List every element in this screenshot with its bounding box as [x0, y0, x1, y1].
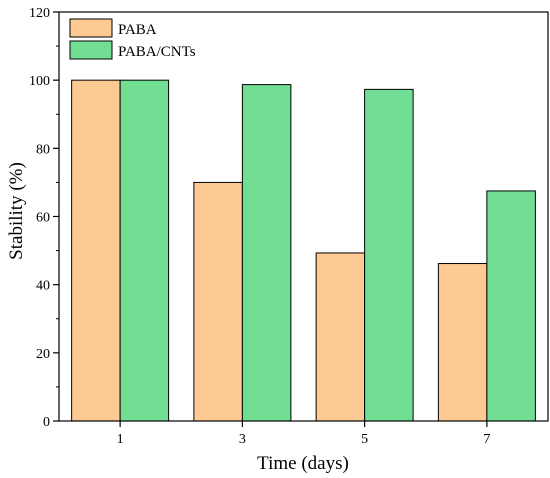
legend-label-0: PABA — [118, 22, 157, 38]
bar-paba-cnts-7 — [486, 190, 536, 422]
bar-paba-3 — [193, 181, 243, 422]
x-tick-label: 7 — [483, 432, 490, 447]
legend: PABA PABA/CNTs — [69, 18, 196, 60]
legend-swatch-0 — [69, 18, 113, 38]
x-axis-title: Time (days) — [257, 453, 349, 474]
y-tick-label: 20 — [36, 347, 50, 362]
y-tick-label: 40 — [36, 279, 50, 294]
y-tick-label: 80 — [36, 142, 50, 157]
plot-frame — [58, 11, 549, 422]
bar-paba-cnts-3 — [241, 84, 292, 422]
bar-paba-5 — [315, 252, 366, 422]
y-tick-label: 100 — [29, 74, 50, 89]
x-tick-label: 3 — [239, 432, 246, 447]
y-tick-label: 0 — [43, 415, 50, 430]
x-tick-label: 1 — [117, 432, 124, 447]
bar-paba-7 — [437, 263, 488, 422]
x-tick-label: 5 — [361, 432, 368, 447]
x-axis-ticks: 1 3 5 7 — [117, 421, 490, 447]
bar-paba-cnts-5 — [364, 88, 414, 422]
y-axis-title: Stability (%) — [6, 162, 27, 260]
bars-layer — [71, 79, 536, 422]
y-tick-label: 60 — [36, 211, 50, 226]
y-tick-label: 120 — [29, 6, 50, 21]
legend-swatch-1 — [69, 40, 113, 60]
bar-paba-1 — [71, 79, 121, 422]
bar-paba-cnts-1 — [119, 79, 170, 422]
y-axis-ticks: 0 20 40 60 80 100 120 — [29, 6, 59, 430]
legend-label-1: PABA/CNTs — [118, 44, 196, 60]
